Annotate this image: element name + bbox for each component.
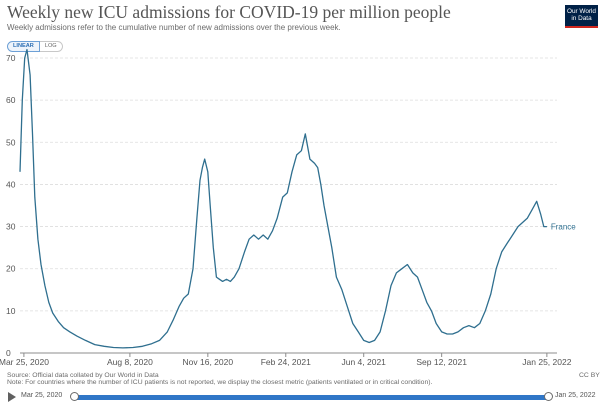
x-tick-label: Mar 25, 2020 [0,357,49,367]
timeline-start-label: Mar 25, 2020 [21,392,63,399]
chart-subtitle: Weekly admissions refer to the cumulativ… [7,23,341,32]
y-tick-label: 30 [6,222,16,232]
y-tick-label: 60 [6,95,16,105]
scale-toggle: LINEAR LOG [7,41,63,52]
x-tick-label: Aug 8, 2020 [107,357,153,367]
log-scale-button[interactable]: LOG [39,41,63,52]
owid-logo[interactable]: Our World in Data [565,5,598,28]
source-note: Source: Official data collated by Our Wo… [7,372,159,379]
x-tick-label: Jun 4, 2021 [341,357,386,367]
logo-line-2: in Data [571,15,592,22]
linear-scale-button[interactable]: LINEAR [7,41,40,52]
timeline-end-label: Jan 25, 2022 [555,392,596,399]
x-tick-label: Feb 24, 2021 [261,357,311,367]
y-tick-label: 40 [6,179,16,189]
footnote: Note: For countries where the number of … [7,379,433,386]
play-icon[interactable] [8,392,16,402]
license-link[interactable]: CC BY [579,372,600,379]
x-tick-label: Nov 16, 2020 [183,357,234,367]
timeline-start-handle[interactable] [70,392,79,401]
logo-line-1: Our World [566,8,596,15]
chart-title: Weekly new ICU admissions for COVID-19 p… [7,2,451,22]
y-tick-label: 0 [6,348,11,358]
y-tick-label: 10 [6,306,16,316]
y-tick-label: 20 [6,264,16,274]
timeline-end-handle[interactable] [544,392,553,401]
y-tick-label: 70 [6,53,16,63]
series-label: France [551,223,576,232]
x-tick-label: Jan 25, 2022 [522,357,571,367]
timeline-track[interactable] [74,395,548,400]
x-tick-label: Sep 12, 2021 [416,357,467,367]
series-line-france [19,48,547,349]
y-tick-label: 50 [6,137,16,147]
timeline-controls: Mar 25, 2020 Jan 25, 2022 [0,389,605,405]
